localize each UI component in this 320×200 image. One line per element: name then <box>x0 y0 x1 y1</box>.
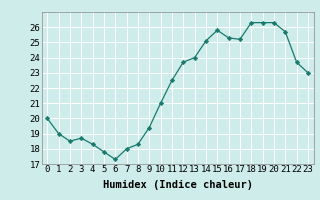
X-axis label: Humidex (Indice chaleur): Humidex (Indice chaleur) <box>103 180 252 190</box>
